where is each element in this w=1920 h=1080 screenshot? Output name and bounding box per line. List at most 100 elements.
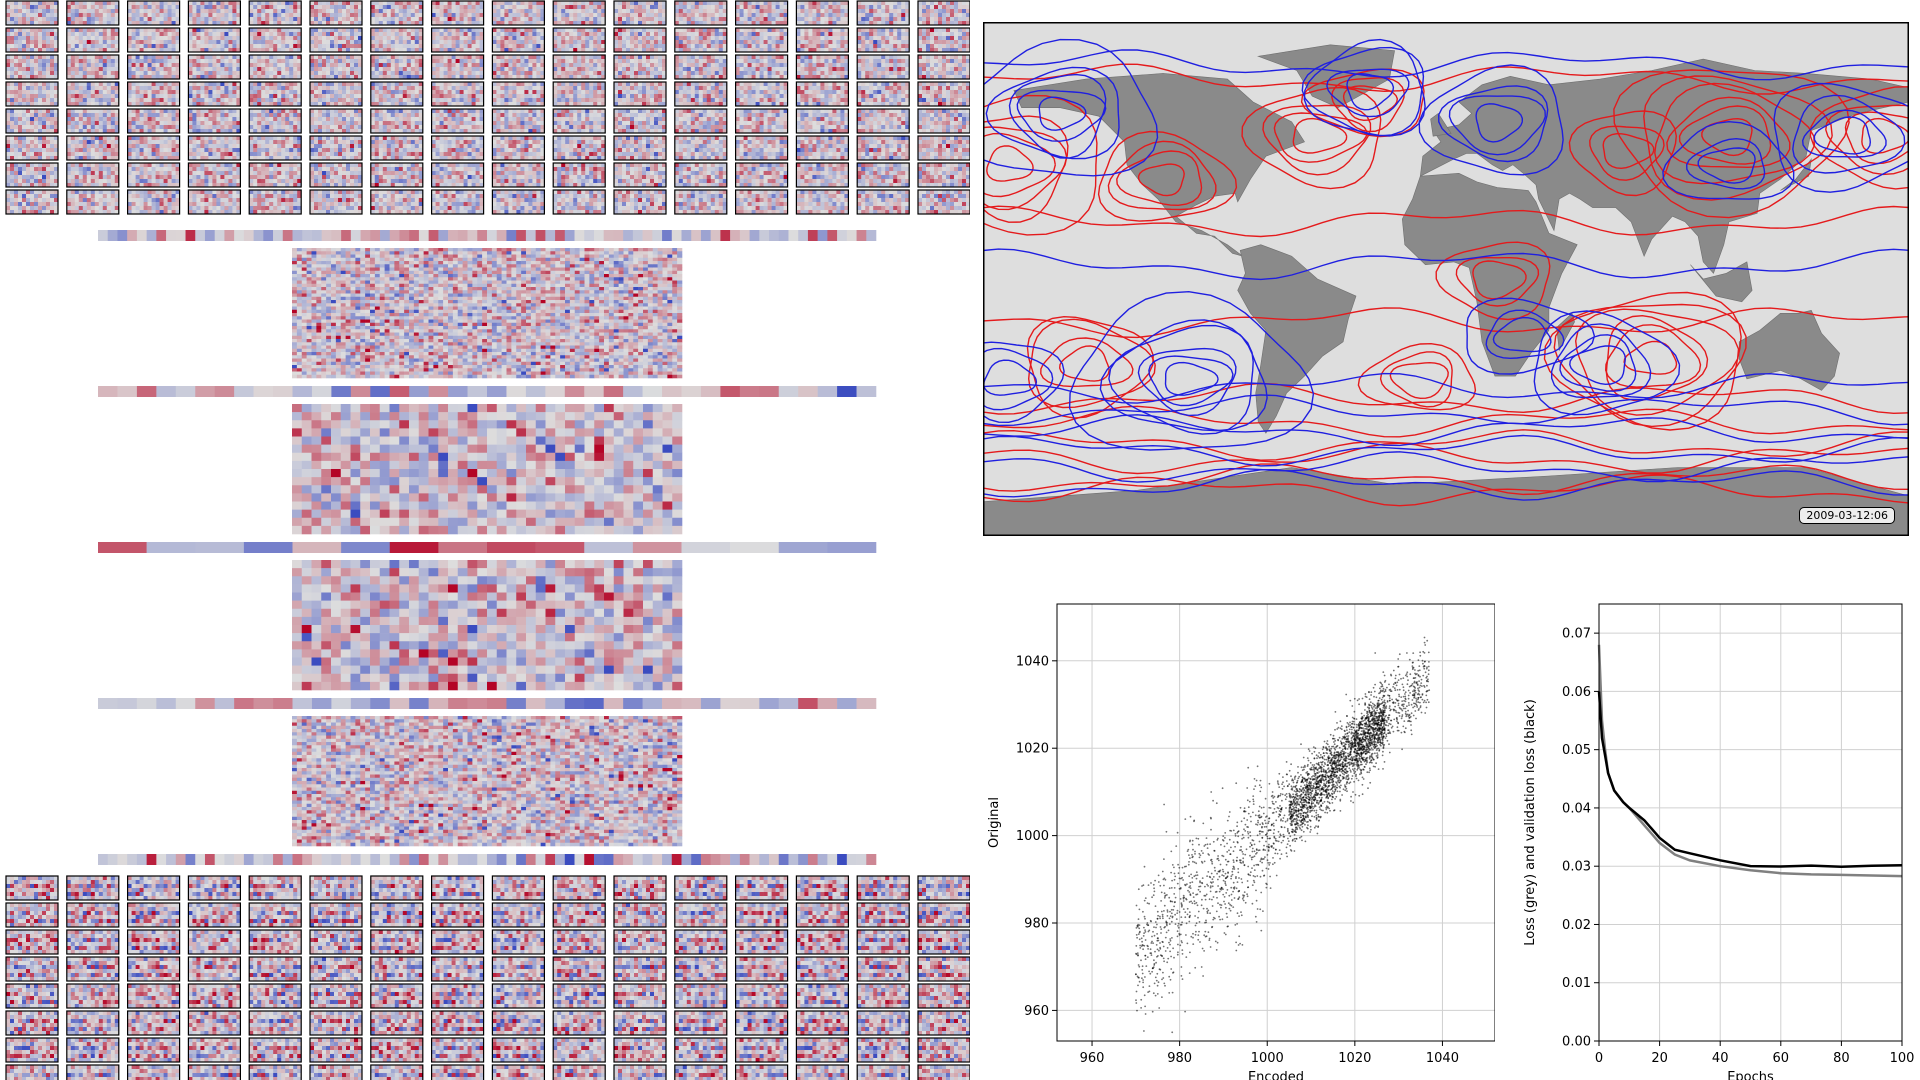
scatter-point — [1219, 903, 1221, 906]
scatter-point — [1359, 737, 1361, 740]
scatter-point — [1205, 893, 1208, 896]
scatter-point — [1230, 886, 1233, 889]
weight-tile-frame — [370, 1010, 424, 1036]
scatter-point — [1236, 825, 1238, 828]
scatter-point — [1232, 868, 1234, 870]
scatter-point — [1311, 805, 1314, 808]
scatter-point — [1408, 717, 1411, 719]
scatter-point — [1348, 782, 1351, 785]
scatter-point — [1176, 909, 1179, 912]
scatter-point — [1366, 717, 1368, 719]
scatter-point — [1266, 815, 1268, 817]
x-tick-label: 960 — [1080, 1051, 1105, 1066]
weight-tile-frame — [613, 1064, 667, 1080]
scatter-point — [1202, 822, 1205, 825]
contour-ring — [1435, 241, 1551, 321]
scatter-point — [1383, 699, 1386, 702]
scatter-point — [1352, 764, 1355, 767]
scatter-point — [1203, 845, 1206, 847]
scatter-point — [1252, 839, 1255, 842]
scatter-point — [1323, 775, 1325, 778]
scatter-point — [1191, 902, 1194, 905]
weight-tile-frame — [734, 162, 789, 188]
scatter-point — [1376, 754, 1379, 756]
scatter-point — [1224, 872, 1227, 875]
weight-tile — [5, 135, 59, 161]
scatter-point — [1217, 837, 1219, 840]
scatter-point — [1290, 763, 1292, 766]
weight-tile — [66, 1064, 120, 1080]
scatter-point — [1167, 957, 1170, 960]
scatter-point — [1309, 777, 1312, 780]
scatter-point — [1204, 894, 1207, 897]
scatter-point — [1302, 798, 1305, 801]
scatter-point — [1342, 788, 1345, 791]
scatter-point — [1247, 886, 1249, 889]
contour-ring — [1602, 132, 1655, 170]
scatter-point — [1260, 929, 1263, 932]
scatter-point — [1404, 693, 1406, 695]
weight-tile — [431, 162, 485, 188]
scatter-point — [1373, 728, 1376, 731]
weight-tile-frame — [66, 27, 120, 53]
scatter-point — [1368, 771, 1370, 774]
scatter-point — [1380, 735, 1383, 737]
scatter-point — [1361, 741, 1364, 743]
x-tick-label: 80 — [1833, 1051, 1850, 1066]
scatter-point — [1418, 690, 1421, 693]
scatter-point — [1287, 837, 1289, 840]
scatter-point — [1403, 720, 1406, 722]
scatter-point — [1258, 840, 1261, 843]
scatter-point — [1152, 883, 1155, 886]
scatter-point — [1188, 891, 1191, 893]
weight-tile — [552, 902, 606, 928]
weight-tile-frame — [66, 54, 120, 80]
scatter-point — [1361, 756, 1363, 759]
scatter-point — [1319, 765, 1321, 768]
scatter-point — [1281, 820, 1284, 822]
weight-tile — [66, 929, 120, 955]
scatter-point — [1390, 673, 1392, 676]
weight-tile — [5, 27, 59, 53]
scatter-point — [1233, 868, 1236, 870]
scatter-point — [1372, 733, 1375, 735]
scatter-point — [1292, 819, 1295, 821]
input-weight-grid — [5, 0, 970, 215]
weight-tile — [431, 54, 485, 80]
weight-tile-frame — [613, 902, 667, 928]
scatter-point — [1417, 659, 1420, 661]
scatter-point — [1195, 922, 1198, 925]
scatter-point — [1218, 915, 1220, 918]
scatter-point — [1388, 695, 1391, 697]
weight-tile — [856, 1037, 910, 1063]
scatter-point — [1422, 650, 1425, 653]
scatter-point — [1345, 782, 1348, 785]
scatter-point — [1291, 811, 1293, 813]
weight-tile-frame — [309, 135, 363, 161]
scatter-point — [1362, 778, 1365, 780]
scatter-point — [1348, 746, 1350, 748]
scatter-point — [1318, 806, 1321, 808]
scatter-point — [1202, 852, 1204, 854]
contour-ring — [1357, 342, 1477, 411]
scatter-point — [1350, 771, 1352, 773]
scatter-point — [1368, 698, 1371, 701]
scatter-point — [1356, 769, 1359, 771]
scatter-point — [1334, 739, 1337, 742]
weight-tile — [552, 875, 606, 901]
scatter-point — [1368, 756, 1371, 759]
scatter-point — [1141, 944, 1144, 946]
y-axis-label: Original — [987, 797, 1002, 848]
scatter-point — [1384, 730, 1386, 732]
scatter-point — [1199, 881, 1201, 884]
scatter-point — [1307, 816, 1309, 819]
scatter-point — [1227, 872, 1229, 874]
scatter-point — [1333, 747, 1336, 750]
scatter-point — [1181, 941, 1183, 944]
scatter-point — [1194, 850, 1196, 853]
scatter-point — [1156, 933, 1158, 935]
scatter-point — [1367, 747, 1370, 750]
scatter-point — [1376, 723, 1379, 725]
scatter-point — [1166, 915, 1169, 917]
weight-tile-frame — [187, 902, 241, 928]
